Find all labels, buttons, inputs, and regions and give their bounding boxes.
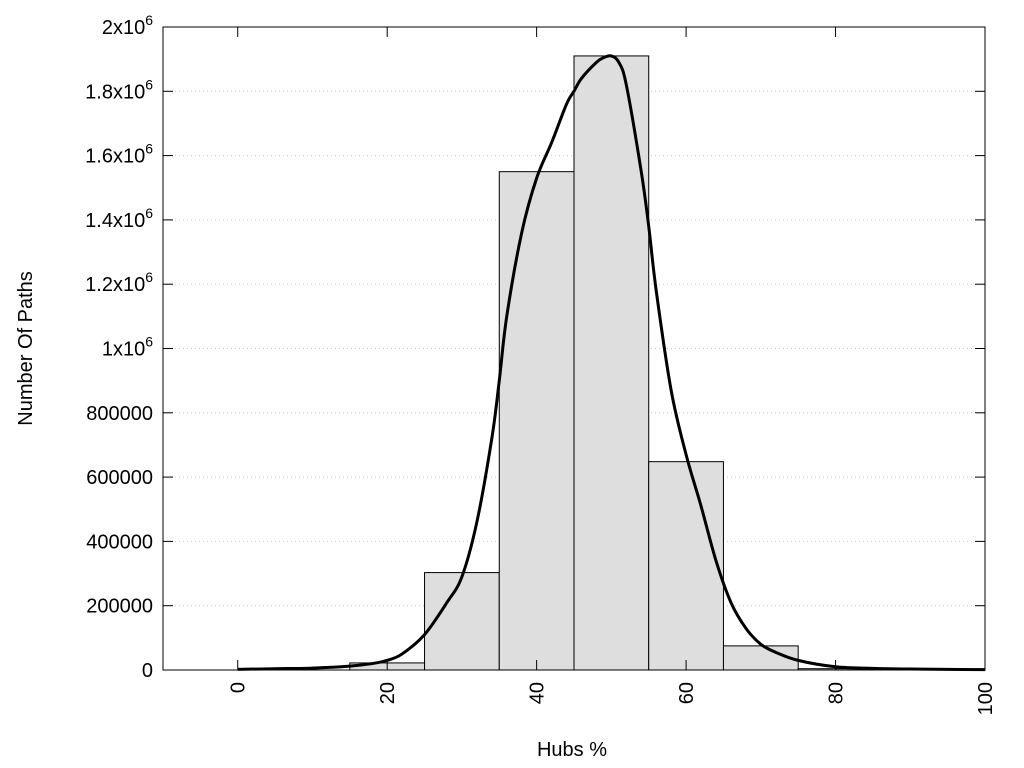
x-tick-label: 80: [826, 682, 848, 704]
y-tick-label: 400000: [86, 531, 153, 553]
histogram-bar: [498, 171, 575, 671]
y-tick-label: 600000: [86, 467, 153, 489]
y-axis-label: Number Of Paths: [15, 271, 37, 426]
y-tick-label: 1.8x106: [85, 76, 153, 103]
y-tick-label: 1.4x106: [85, 205, 153, 232]
histogram-bar: [573, 55, 650, 671]
y-tick-label: 1.6x106: [85, 141, 153, 168]
x-tick-label: 20: [377, 682, 399, 704]
y-tick-label: 800000: [86, 403, 153, 425]
x-tick-label: 40: [527, 682, 549, 704]
fit-curve-group: [237, 54, 986, 672]
x-tick-label: 60: [676, 682, 698, 704]
histogram-bars: [349, 55, 874, 671]
x-tick-label: 0: [228, 682, 250, 693]
y-tick-label: 200000: [86, 596, 153, 618]
fit-curve: [237, 54, 986, 672]
y-tick-label: 1.2x106: [85, 269, 153, 296]
y-tick-label: 2x106: [102, 12, 153, 39]
x-tick-label: 100: [975, 682, 997, 715]
x-axis-label: Hubs %: [537, 739, 607, 761]
y-tick-label: 0: [142, 660, 153, 682]
grid-lines: [163, 90, 985, 607]
histogram-bar: [648, 461, 724, 671]
x-axis-ticks: 0 20 40 60 80 100: [228, 27, 997, 715]
y-tick-label: 1x106: [102, 334, 153, 361]
y-axis-ticks: 0 200000 400000 600000 800000 1x106 1.2x106 1.4…: [85, 12, 985, 682]
